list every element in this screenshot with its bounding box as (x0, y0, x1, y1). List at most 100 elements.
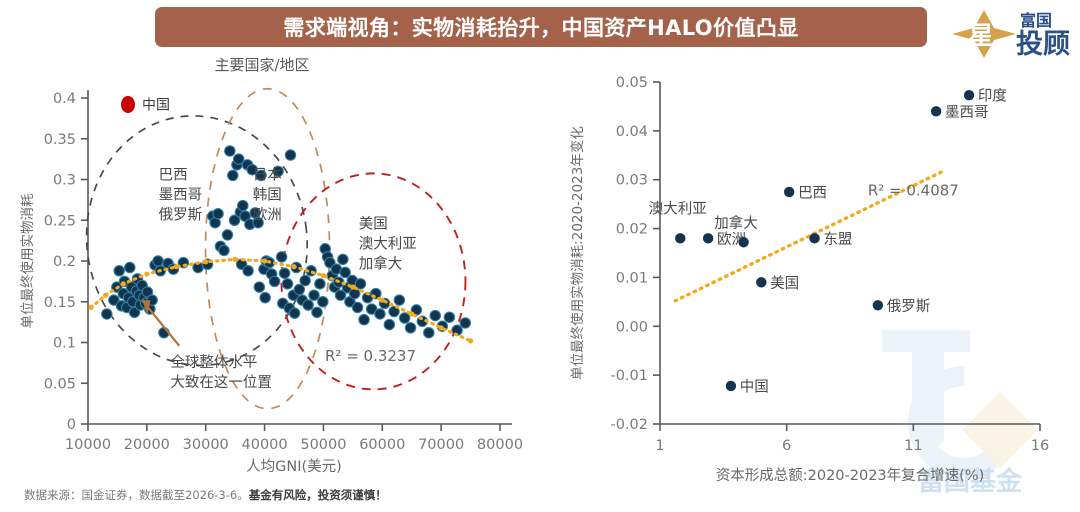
data-point (299, 274, 311, 287)
data-point (429, 309, 442, 322)
trend-marker (203, 259, 209, 265)
chart-right-axes: -0.02-0.010.000.010.020.030.040.051 6 11 16… (569, 75, 1049, 484)
y-tick-label: 0.15 (44, 295, 76, 311)
y-tick-label: 0.05 (616, 75, 648, 91)
x-tick-label: 30000 (183, 437, 229, 453)
footer-source: 数据来源：国金证券，数据截至2026-3-6。基金有风险，投资须谨慎！ (24, 487, 387, 503)
point-label: 中国 (740, 378, 769, 395)
data-point (930, 106, 942, 117)
data-point (388, 305, 400, 318)
logo-star-text: 星 (968, 21, 993, 50)
y-tick-label: 0.2 (53, 254, 76, 270)
trend-marker (103, 292, 109, 298)
data-point (152, 255, 164, 267)
data-point (228, 214, 241, 227)
data-point (101, 308, 113, 320)
data-point (284, 149, 297, 161)
annotation-text: 全球整体水平 (170, 353, 257, 371)
star-icon (952, 10, 1016, 58)
data-point (398, 312, 411, 324)
data-point (113, 265, 125, 277)
trend-marker (350, 284, 356, 290)
x-axis-label: 资本形成总额:2020-2023年复合增速(%) (716, 466, 985, 484)
data-point (809, 233, 820, 244)
x-tick-label: 16 (1031, 438, 1049, 454)
trend-marker (320, 273, 327, 279)
trend-marker (144, 271, 150, 277)
y-tick-label: 0.01 (616, 270, 648, 286)
chart-left-gni-vs-consumption: 主要国家/地区 0 0.05 0.1 0.15 0.2 0.25 0.3 0.35 0.4 100… (19, 56, 523, 475)
data-point (221, 229, 234, 241)
trend-marker (467, 338, 474, 344)
y-tick-label: 0.35 (44, 132, 76, 148)
data-point (128, 306, 141, 319)
trendline-right (673, 169, 946, 303)
x-tick-label: 80000 (477, 437, 523, 453)
trend-marker (232, 256, 238, 262)
brand-logo: 星 富国 投顾 (952, 10, 1070, 60)
data-point (459, 317, 472, 329)
trend-marker (261, 258, 268, 264)
annotation-text: 大致在这一位置 (170, 374, 272, 391)
data-point (317, 296, 329, 308)
y-axis-label: 单位最终使用实物消耗 (19, 193, 36, 328)
chart-left-trendline: R² = 0.3237 (88, 256, 474, 365)
chart-left-legend: 中国 (121, 96, 170, 114)
data-point (302, 299, 314, 311)
data-point (218, 244, 230, 257)
trend-marker (409, 311, 415, 317)
legend-label-china: 中国 (142, 98, 170, 114)
trend-marker (379, 297, 385, 303)
annotation-text: 俄罗斯 (159, 207, 203, 224)
data-point (423, 326, 435, 339)
legend-marker-china (121, 96, 135, 114)
data-point (872, 300, 884, 311)
data-point (237, 199, 249, 212)
x-axis-label: 人均GNI(美元) (246, 458, 342, 475)
x-tick-label: 6 (782, 438, 791, 454)
ellipse-anglosphere (280, 172, 467, 391)
data-point (443, 311, 456, 323)
x-tick-label: 20000 (124, 437, 170, 453)
data-point (232, 153, 245, 165)
ellipse-brics (85, 115, 309, 367)
point-label: 加拿大 (714, 214, 758, 232)
data-point (725, 380, 737, 392)
data-point (268, 275, 281, 288)
data-point (278, 267, 291, 279)
data-point (227, 169, 239, 182)
y-tick-label: 0.1 (53, 336, 76, 352)
data-point (756, 277, 767, 288)
chart-left-axes: 0 0.05 0.1 0.15 0.2 0.25 0.3 0.35 0.4 10000 20000 3… (19, 90, 523, 475)
point-label: 美国 (770, 275, 799, 292)
chart-right-capital-vs-consumption: -0.02-0.010.000.010.020.030.040.051 6 11 16… (569, 75, 1049, 484)
data-point (246, 163, 258, 176)
data-point (339, 266, 351, 279)
chart-left-subtitle: 主要国家/地区 (214, 56, 309, 74)
data-point (253, 281, 266, 293)
y-tick-label: -0.02 (610, 417, 648, 433)
data-point (337, 253, 349, 266)
annotation-text: 日本 (253, 167, 282, 184)
data-point (255, 169, 267, 182)
footer-source-text: 数据来源：国金证券，数据截至2026-3-6。 (24, 488, 249, 502)
data-point (348, 287, 361, 300)
data-point (288, 307, 301, 319)
logo-brand-top: 富国 (1020, 11, 1052, 30)
data-point (675, 233, 686, 244)
chart-right-trendline: R² = 0.4087 (673, 169, 959, 303)
y-tick-label: 0 (67, 417, 76, 433)
y-tick-label: 0.04 (616, 124, 648, 140)
data-point (374, 308, 386, 320)
trend-marker (291, 264, 297, 270)
annotation-text: 巴西 (159, 168, 188, 184)
trend-marker (88, 304, 94, 311)
trend-marker (438, 325, 444, 331)
data-point (354, 278, 367, 290)
x-tick-label: 11 (904, 438, 922, 454)
point-label: 俄罗斯 (887, 298, 931, 315)
data-point (314, 278, 326, 290)
data-point (963, 89, 975, 101)
